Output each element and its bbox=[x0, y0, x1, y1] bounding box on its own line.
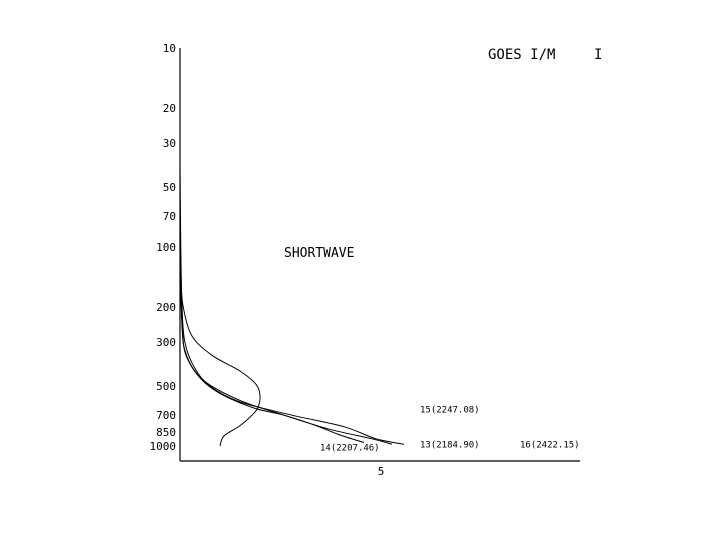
x-tick-labels: 5 bbox=[378, 465, 385, 478]
chart-title: GOES I/M bbox=[488, 47, 555, 63]
y-tick-label: 30 bbox=[163, 137, 176, 150]
axes bbox=[179, 48, 580, 462]
chart-title-suffix: I bbox=[594, 47, 602, 63]
series-label: 14(2207.46) bbox=[320, 444, 380, 454]
y-tick-label: 70 bbox=[163, 210, 176, 223]
series-curves bbox=[179, 167, 405, 447]
y-tick-label: 500 bbox=[156, 380, 176, 393]
y-tick-label: 850 bbox=[156, 426, 176, 439]
chart-annotation: SHORTWAVE bbox=[284, 246, 354, 261]
series-line bbox=[179, 227, 261, 447]
series-line bbox=[179, 246, 393, 445]
series-label: 15(2247.08) bbox=[420, 405, 480, 415]
y-tick-label: 300 bbox=[156, 336, 176, 349]
y-tick-label: 50 bbox=[163, 181, 176, 194]
y-tick-label: 700 bbox=[156, 409, 176, 422]
y-tick-label: 200 bbox=[156, 301, 176, 314]
series-line bbox=[179, 167, 405, 445]
series-line bbox=[179, 202, 365, 443]
y-tick-label: 10 bbox=[163, 42, 176, 55]
y-tick-label: 1000 bbox=[150, 440, 177, 453]
x-tick-label: 5 bbox=[378, 465, 385, 478]
series-label: 13(2184.90) bbox=[420, 440, 480, 450]
y-tick-label: 100 bbox=[156, 241, 176, 254]
series-label: 16(2422.15) bbox=[520, 440, 580, 450]
series-labels: 15(2247.08) 13(2184.90) 16(2422.15) 14(2207… bbox=[320, 405, 580, 453]
y-tick-label: 20 bbox=[163, 102, 176, 115]
